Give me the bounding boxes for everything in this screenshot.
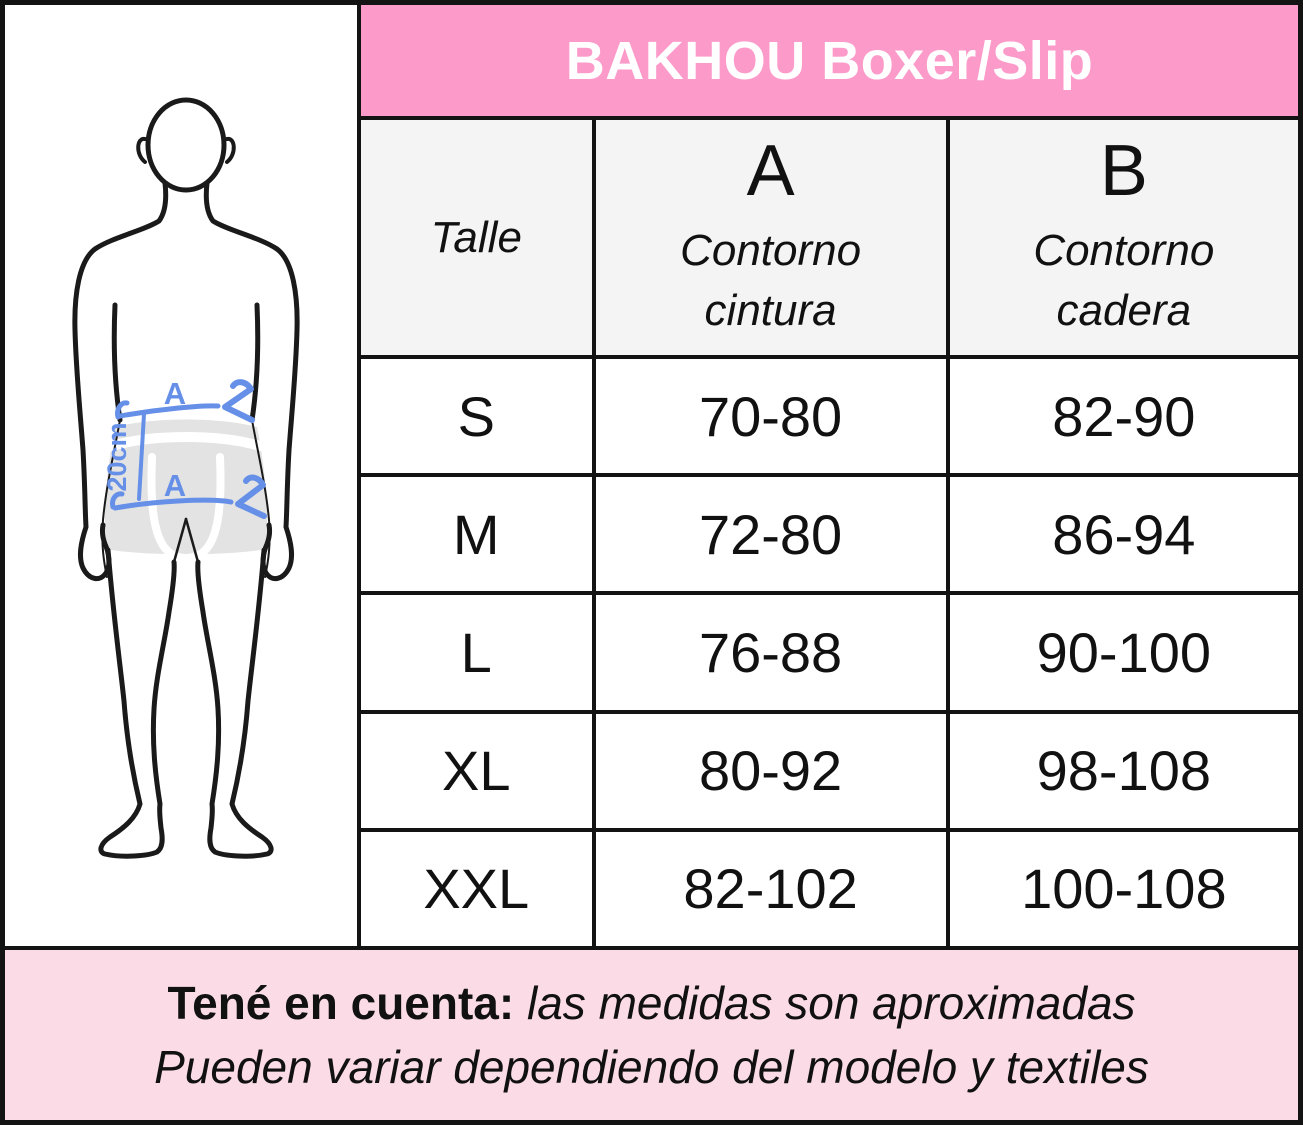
hip-arrow-icon: [235, 474, 267, 519]
size-cell: XXL: [361, 827, 592, 946]
footnote-intro: Tené en cuenta:: [167, 976, 515, 1029]
waist-tape-line: [117, 403, 221, 419]
size-cell: L: [361, 591, 592, 709]
size-cell: XL: [361, 709, 592, 828]
rise-line: [137, 412, 146, 501]
footnote-banner: Tené en cuenta: las medidas son aproxima…: [5, 946, 1298, 1120]
rise-measure-label: 20cm: [102, 422, 132, 491]
hip-tape-line: [112, 497, 234, 511]
hip-tape-hook: [110, 491, 125, 510]
col-header-cadera: B Contorno cadera: [945, 120, 1298, 355]
col-header-cintura: A Contorno cintura: [591, 120, 946, 355]
hip-measure-label: A: [164, 468, 186, 503]
size-table-panel: BAKHOU Boxer/Slip Talle A Contorno cintu…: [357, 5, 1298, 946]
cadera-cell: 86-94: [945, 473, 1298, 592]
boxer-shape: [104, 419, 268, 563]
cadera-cell: 90-100: [945, 591, 1298, 710]
title-bar: BAKHOU Boxer/Slip: [361, 5, 1298, 120]
col-label-cadera: Contorno cadera: [1033, 226, 1215, 335]
cintura-cell: 82-102: [591, 827, 946, 946]
size-cell: M: [361, 473, 592, 591]
cintura-cell: 70-80: [591, 355, 946, 474]
cadera-cell: 100-108: [945, 827, 1298, 946]
footnote-line-2: Pueden variar dependiendo del modelo y t…: [154, 1041, 1149, 1093]
cintura-cell: 76-88: [591, 591, 946, 710]
footnote-text-1: las medidas son aproximadas: [527, 976, 1136, 1029]
measurement-annotations: [110, 379, 267, 519]
cadera-cell: 82-90: [945, 355, 1298, 474]
head-outline: [145, 97, 227, 193]
cintura-cell: 80-92: [591, 709, 946, 828]
body-measurement-diagram: A A 20cm: [72, 97, 357, 946]
footnote-line-1: Tené en cuenta: las medidas son aproxima…: [167, 971, 1135, 1035]
body-diagram-panel: A A 20cm: [5, 5, 357, 946]
size-table: Talle A Contorno cintura B Contorno cade…: [361, 120, 1298, 946]
col-header-talle: Talle: [361, 120, 592, 355]
cadera-cell: 98-108: [945, 709, 1298, 828]
col-letter-a: A: [746, 131, 795, 212]
chart-title: BAKHOU Boxer/Slip: [565, 30, 1094, 91]
waist-measure-label: A: [164, 376, 186, 411]
size-cell: S: [361, 355, 592, 473]
col-label-cintura: Contorno cintura: [680, 226, 862, 335]
col-letter-b: B: [1099, 131, 1148, 212]
waist-arrow-icon: [222, 379, 255, 423]
cintura-cell: 72-80: [591, 473, 946, 592]
main-area: A A 20cm BAKHOU Boxer/Slip Talle A Conto…: [5, 5, 1298, 946]
